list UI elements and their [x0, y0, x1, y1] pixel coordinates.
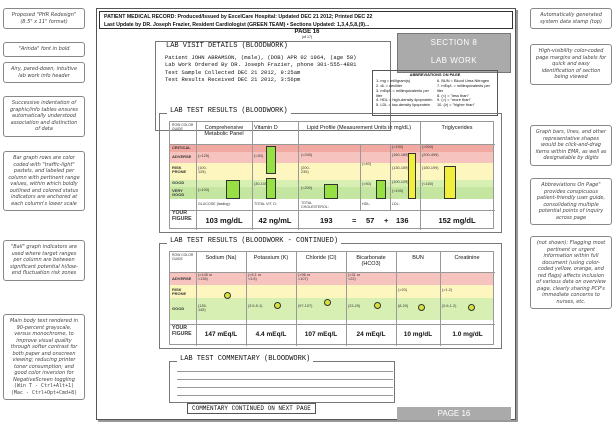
col-vitd: Vitamin D — [254, 125, 278, 131]
fig-ldl: 136 — [396, 216, 409, 225]
results1-box — [159, 113, 502, 233]
section-name: LAB WORK — [430, 56, 478, 65]
note-clickdrag: Graph bars, lines, and other representat… — [530, 125, 612, 166]
col-potassium: Potassium (K) — [253, 255, 289, 261]
bar-triglycerides[interactable] — [444, 166, 456, 199]
col-creatinine: Creatinine — [454, 255, 480, 261]
fig-potassium: 4.4 mEq/L — [255, 331, 287, 338]
col-lipid: Lipid Profile (Measurement Units in mg/d… — [306, 125, 412, 131]
fig-bun: 10 mg/dL — [403, 331, 433, 338]
ball-bicarbonate[interactable] — [374, 302, 381, 309]
col-sodium: Sodium (Na) — [205, 255, 237, 261]
note-bargraph: Bar graph rows are color coded with "tra… — [3, 151, 85, 211]
bar-vitd-top[interactable] — [266, 146, 276, 174]
ball-potassium[interactable] — [274, 302, 281, 309]
ball-creatinine[interactable] — [468, 304, 475, 311]
fig-cholesterol: 193 — [320, 216, 333, 225]
results1-title: LAB TEST RESULTS (BLOODWORK) — [167, 107, 291, 115]
fig-chloride: 107 mEq/L — [304, 331, 338, 338]
bar-ldl[interactable] — [408, 153, 416, 199]
commentary-box — [169, 361, 395, 403]
fig-glucose: 103 mg/dL — [205, 216, 243, 225]
record-page: PATIENT MEDICAL RECORD: Produced/Issued … — [96, 8, 516, 420]
page-number: PAGE 16 (of 17) — [294, 29, 320, 39]
ball-chloride[interactable] — [324, 299, 331, 306]
fig-sodium: 147 mEq/L — [204, 331, 238, 338]
section-footer-tab[interactable]: PAGE 16 — [397, 407, 511, 420]
fig-bicarbonate: 24 mEq/L — [356, 331, 386, 338]
ball-bun[interactable] — [418, 304, 425, 311]
note-colorcoded: High-visibility color-coded page margins… — [530, 44, 612, 85]
note-grayscale: Main body text rendered in 90-percent gr… — [3, 314, 85, 400]
system-stamp: PATIENT MEDICAL RECORD: Produced/Issued … — [99, 11, 513, 29]
visit-details: Patient JOHN ABRAMSON, (male), (DOB) APR… — [165, 54, 357, 84]
col-cmp: Comprehensive Metabolic Panel — [204, 125, 244, 138]
stamp-line1: PATIENT MEDICAL RECORD: Produced/Issued … — [104, 14, 373, 20]
results1-table: ROW COLOR GUIDE CRITICAL ADVERSE RISK PR… — [169, 121, 495, 230]
bar-glucose[interactable] — [226, 180, 240, 199]
note-font: "Arinda" font in bold — [3, 42, 85, 57]
bar-hdl[interactable] — [376, 180, 386, 199]
visit-title: LAB VISIT DETAILS (BLOODWORK) — [163, 42, 291, 50]
note-header: Airy, pared-down, intuitive lab work inf… — [3, 62, 85, 83]
visit-box — [155, 41, 391, 131]
col-trig: Triglycerides — [441, 125, 473, 131]
note-flagging: (not shown): Flagging most pertinent or … — [530, 236, 612, 309]
results2-title: LAB TEST RESULTS (BLOODWORK - CONTINUED) — [167, 237, 342, 245]
section-tab[interactable]: SECTION 8 LAB WORK — [397, 33, 511, 73]
section-number: SECTION 8 — [430, 38, 478, 47]
results2-table: ROW COLOR GUIDE ADVERSE RISK PRONE GOOD … — [169, 251, 495, 346]
note-ballgraph: "Ball" graph indicators are used where t… — [3, 240, 85, 281]
commentary-title: LAB TEST COMMENTARY (BLOODWORK) — [177, 355, 314, 363]
note-indentation: Successive indentation of graphic/info t… — [3, 96, 85, 137]
abbreviations-box: ABBREVIATIONS ON PAGE 1. mg = milligram(… — [372, 70, 498, 116]
col-bun: BUN — [412, 255, 424, 261]
bar-vitd[interactable] — [266, 178, 276, 199]
bar-cholesterol[interactable] — [324, 184, 338, 199]
fig-vitd: 42 ng/mL — [258, 216, 292, 225]
commentary-continued[interactable]: COMMENTARY CONTINUED ON NEXT PAGE — [187, 403, 316, 414]
fig-hdl: 57 — [366, 216, 375, 225]
fig-triglycerides: 152 mg/dL — [438, 216, 476, 225]
note-redesign: Proposed "PHR Redesign" (8.5" x 11" form… — [3, 8, 85, 29]
stamp-line2: Last Update by DR. Joseph Frazier, Resid… — [104, 21, 370, 28]
col-chloride: Chloride (Cl) — [305, 255, 337, 261]
note-abbrev: Abbreviations On Page" provides conspicu… — [530, 178, 612, 225]
note-datastamp: Automatically generated system data stam… — [530, 8, 612, 29]
col-bicarbonate: Bicarbonate (HCO3) — [356, 255, 386, 268]
fig-creatinine: 1.0 mg/dL — [452, 331, 483, 338]
ball-sodium[interactable] — [224, 292, 231, 299]
